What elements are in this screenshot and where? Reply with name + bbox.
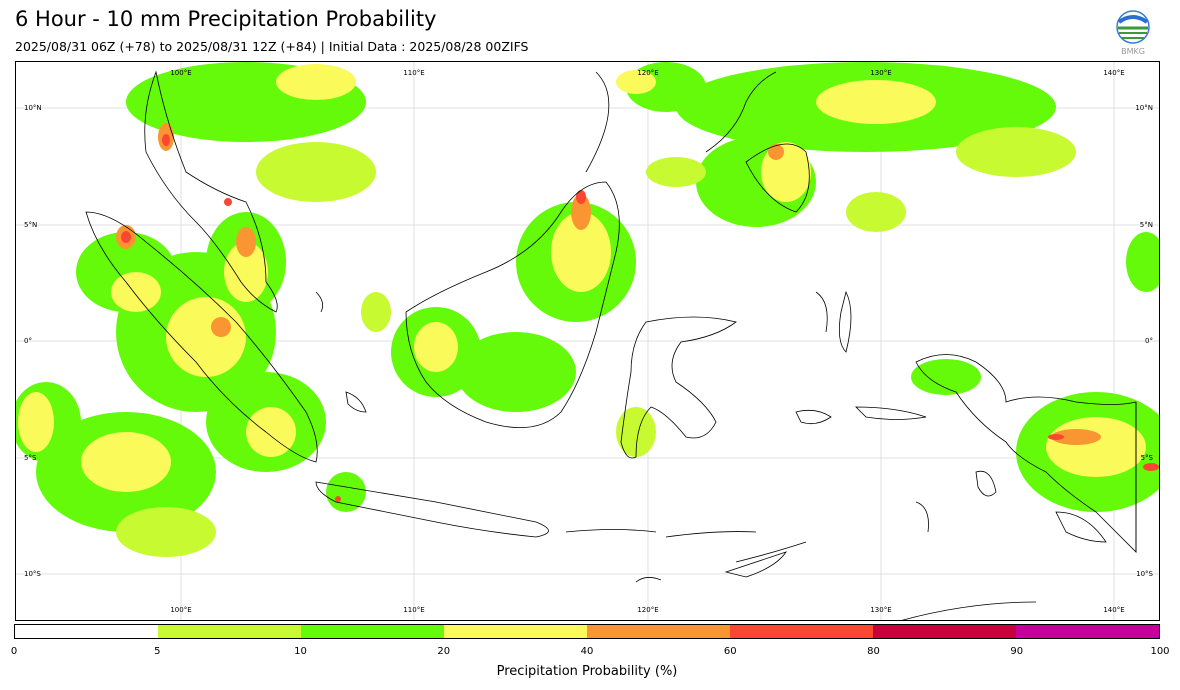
lat-label: 10°S	[1136, 570, 1153, 578]
colorbar-tick-label: 20	[437, 646, 451, 657]
lat-label: 0°	[1145, 337, 1153, 345]
lon-label: 120°E	[637, 606, 658, 614]
colorbar-tick-label: 0	[10, 646, 18, 657]
precipitation-field	[16, 62, 1159, 557]
lon-label: 110°E	[403, 69, 424, 77]
colorbar-tick-label: 80	[867, 646, 880, 657]
colorbar-segment	[1016, 625, 1159, 638]
lon-label: 140°E	[1103, 606, 1124, 614]
colorbar-segment	[873, 625, 1016, 638]
lon-label: 130°E	[870, 606, 891, 614]
lat-label: 10°N	[24, 104, 42, 112]
colorbar-segment	[158, 625, 301, 638]
lon-label: 130°E	[870, 69, 891, 77]
lat-label: 10°S	[24, 570, 41, 578]
precipitation-map: 100°E 110°E 120°E 130°E 140°E 100°E 110°…	[15, 61, 1160, 621]
colorbar-label: Precipitation Probability (%)	[496, 664, 678, 679]
lat-label: 10°N	[1135, 104, 1153, 112]
colorbar-segment	[730, 625, 873, 638]
lat-labels-right: 10°N 5°N 0° 5°S 10°S	[1135, 104, 1153, 578]
lat-labels-left: 10°N 5°N 0° 5°S 10°S	[24, 104, 42, 578]
colorbar-tick-label: 5	[154, 646, 161, 657]
colorbar-segment	[444, 625, 587, 638]
lon-label: 100°E	[170, 69, 191, 77]
colorbar-tick-label: 60	[723, 646, 737, 657]
coastlines	[85, 70, 1137, 620]
lon-labels-top: 100°E 110°E 120°E 130°E 140°E	[170, 69, 1124, 77]
lat-label: 5°N	[1140, 221, 1153, 229]
lon-labels-bottom: 100°E 110°E 120°E 130°E 140°E	[170, 606, 1124, 614]
colorbar-tick-label: 100	[1150, 646, 1170, 657]
colorbar-ticks: 0 5 10 20 40 60 80 90 100	[10, 646, 1170, 660]
lon-label: 110°E	[403, 606, 424, 614]
colorbar-segment	[15, 625, 158, 638]
chart-title: 6 Hour - 10 mm Precipitation Probability	[15, 7, 437, 31]
lat-label: 5°S	[24, 454, 37, 462]
colorbar-tick-label: 10	[294, 646, 307, 657]
lon-label: 100°E	[170, 606, 191, 614]
logo-text: BMKG	[1121, 47, 1145, 56]
chart-subtitle: 2025/08/31 06Z (+78) to 2025/08/31 12Z (…	[15, 39, 529, 54]
bmkg-logo-icon: BMKG	[1114, 10, 1152, 56]
map-canvas: 100°E 110°E 120°E 130°E 140°E 100°E 110°…	[16, 62, 1159, 620]
lat-label: 5°S	[1141, 454, 1154, 462]
colorbar-segment	[587, 625, 730, 638]
colorbar	[14, 624, 1160, 639]
colorbar-tick-label: 40	[580, 646, 594, 657]
lon-label: 140°E	[1103, 69, 1124, 77]
lat-label: 0°	[24, 337, 32, 345]
colorbar-tick-label: 90	[1010, 646, 1024, 657]
colorbar-segment	[301, 625, 444, 638]
lat-label: 5°N	[24, 221, 37, 229]
lon-label: 120°E	[637, 69, 658, 77]
